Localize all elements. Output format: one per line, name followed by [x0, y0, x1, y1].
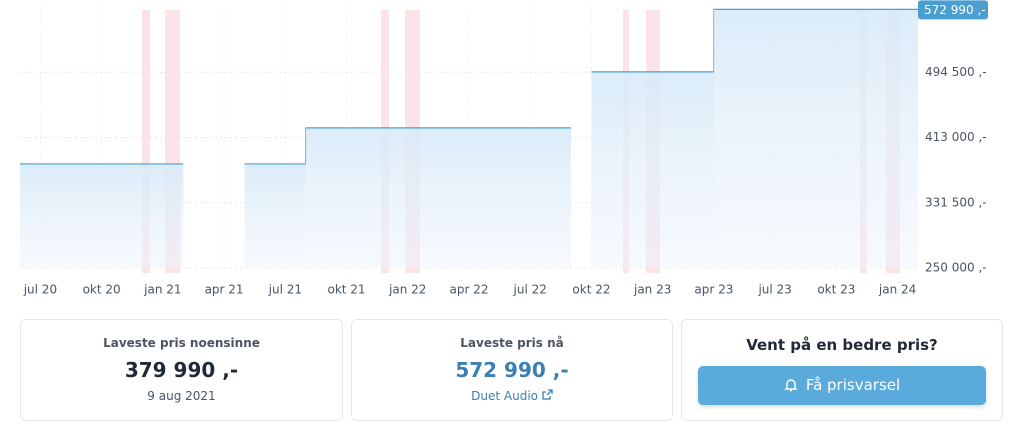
x-tick-label: jul 21: [268, 283, 302, 297]
chart: 250 000 ,- 331 500 ,- 413 000 ,- 494 500 ,-…: [20, 0, 988, 297]
y-tick-label: 494 500 ,-: [925, 65, 987, 79]
area: [244, 163, 306, 268]
x-tick-label: jul 23: [757, 283, 791, 297]
card-title: Laveste pris nå: [460, 336, 564, 350]
x-tick-label: apr 22: [450, 283, 489, 297]
card-price: 572 990 ,-: [455, 358, 569, 382]
area: [20, 163, 184, 268]
y-tick-label: 413 000 ,-: [925, 130, 987, 144]
card-price: 379 990 ,-: [124, 358, 239, 382]
area: [713, 9, 918, 268]
card-title: Vent på en bedre pris?: [746, 336, 938, 354]
x-tick-label: okt 20: [83, 283, 121, 297]
shop-link[interactable]: Duet Audio: [352, 389, 672, 403]
x-tick-label: jul 20: [23, 283, 57, 297]
price-alert-button[interactable]: Få prisvarsel: [698, 366, 986, 405]
price-tag-label: 572 990 ,-: [924, 3, 986, 17]
shop-name[interactable]: Duet Audio: [471, 389, 539, 403]
price-tag: [918, 0, 988, 20]
external-icon: [542, 389, 553, 400]
button-label[interactable]: Få prisvarsel: [805, 376, 901, 394]
x-tick-label: jan 22: [388, 283, 426, 297]
x-tick-label: jan 23: [633, 283, 671, 297]
lowest-ever-card: Laveste pris noensinne 379 990 ,- 9 aug …: [20, 319, 343, 421]
x-tick-label: jul 22: [513, 283, 547, 297]
alert-card: Vent på en bedre pris? Få prisvarsel: [681, 319, 1003, 421]
area: [591, 71, 714, 268]
x-tick-label: okt 23: [817, 283, 855, 297]
x-tick-label: okt 22: [572, 283, 610, 297]
x-tick-label: apr 21: [205, 283, 244, 297]
bell-icon: [784, 379, 798, 392]
y-tick-label: 250 000 ,-: [925, 261, 987, 275]
x-tick-label: jan 21: [143, 283, 181, 297]
card-date: 9 aug 2021: [147, 389, 216, 403]
card-title: Laveste pris noensinne: [103, 336, 260, 350]
y-tick-label: 331 500 ,-: [925, 195, 987, 209]
area: [305, 127, 572, 269]
lowest-now-card: Laveste pris nå 572 990 ,- Duet Audio: [351, 319, 673, 421]
x-tick-label: apr 23: [694, 283, 733, 297]
x-tick-label: okt 21: [327, 283, 365, 297]
x-tick-label: jan 24: [878, 283, 916, 297]
